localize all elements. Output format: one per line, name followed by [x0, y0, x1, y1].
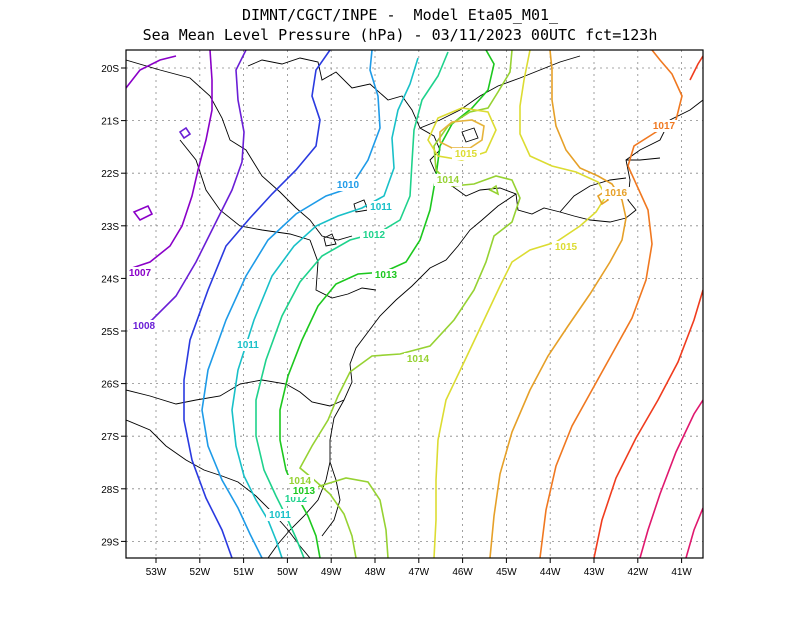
- contour-label-1015: 1015: [555, 242, 578, 253]
- lat-lon-grid: [126, 50, 703, 558]
- lat-tick-label: 21S: [101, 117, 119, 128]
- contour-label-1011: 1011: [237, 340, 259, 351]
- contour-label-bg: [290, 485, 318, 497]
- contour-label-bg: [130, 320, 158, 332]
- contour-label-bg: [334, 179, 362, 191]
- state-border: [626, 157, 661, 161]
- isobar-1019: [639, 399, 703, 558]
- isobar-1014-south: [295, 477, 389, 558]
- contour-label-bg: [404, 353, 432, 365]
- lon-tick-label: 42W: [628, 567, 649, 578]
- contour-label-1007: 1007: [129, 268, 152, 279]
- isobar-1008: [129, 50, 247, 331]
- contour-label-bg: [602, 187, 630, 199]
- state-border: [559, 177, 627, 213]
- isobar-1020: [685, 507, 703, 558]
- lat-tick-label: 25S: [101, 327, 119, 338]
- contour-label-1012: 1012: [363, 230, 386, 241]
- isobar-1015-ring: [439, 119, 485, 149]
- contour-label-1014: 1014: [289, 476, 312, 487]
- contour-label-1010: 1010: [337, 180, 360, 191]
- contour-label-1014: 1014: [407, 354, 430, 365]
- coastline-south: [267, 193, 517, 558]
- contour-label-1013: 1013: [293, 486, 316, 497]
- state-border: [126, 379, 345, 407]
- lon-tick-label: 45W: [496, 567, 517, 578]
- lon-tick-label: 46W: [452, 567, 473, 578]
- contour-label-1013: 1013: [375, 270, 398, 281]
- contour-label-bg: [286, 475, 314, 487]
- contour-label-1011: 1011: [269, 510, 291, 521]
- state-border: [309, 239, 377, 299]
- lon-tick-label: 53W: [146, 567, 167, 578]
- lon-tick-label: 49W: [321, 567, 342, 578]
- contour-label-bg: [434, 174, 462, 186]
- lon-tick-label: 47W: [409, 567, 430, 578]
- state-border: [179, 139, 311, 241]
- map-title: DIMNT/CGCT/INPE - Model Eta05_M01_: [241, 6, 559, 24]
- isobar-1017: [539, 50, 683, 558]
- lon-tick-label: 50W: [277, 567, 298, 578]
- contour-label-bg: [452, 148, 480, 160]
- lat-tick-label: 22S: [101, 169, 119, 180]
- isobar-small-ring: [488, 184, 500, 196]
- isobar-1015: [433, 50, 607, 558]
- contour-label-bg: [234, 339, 262, 351]
- contour-label-bg: [126, 267, 154, 279]
- isobar-1007: [126, 50, 213, 271]
- isobar-lines: [126, 50, 703, 558]
- lon-tick-label: 48W: [365, 567, 386, 578]
- state-border: [126, 59, 353, 241]
- coastline-and-borders: [126, 55, 703, 558]
- isobar-small-ring: [132, 204, 154, 222]
- contour-label-bg: [360, 229, 388, 241]
- latitude-ticks: 20S 21S 22S 23S 24S 25S 26S 27S 28S 29S: [101, 64, 126, 548]
- lon-tick-label: 44W: [540, 567, 561, 578]
- country-border: [126, 419, 311, 558]
- isobar-1018: [593, 289, 703, 558]
- contour-label-1015: 1015: [455, 149, 478, 160]
- island: [323, 233, 337, 247]
- contour-label-bg: [266, 509, 294, 521]
- lat-tick-label: 29S: [101, 537, 119, 548]
- isobar-1015-ring-outer: [427, 107, 497, 161]
- lat-tick-label: 23S: [101, 222, 119, 233]
- contour-label-1008: 1008: [133, 321, 156, 332]
- coastline: [247, 57, 703, 223]
- contour-label-1017: 1017: [653, 121, 676, 132]
- lon-tick-label: 51W: [233, 567, 254, 578]
- lat-tick-label: 26S: [101, 380, 119, 391]
- isobar-1009: [183, 50, 331, 558]
- isobar-1016: [489, 50, 627, 558]
- isobar-1012: [255, 51, 449, 558]
- longitude-ticks: 53W 52W 51W 50W 49W 48W 47W 46W 45W 44W 43W 42W 41W: [146, 558, 692, 578]
- contour-label-bg: [372, 269, 400, 281]
- isobar-1007: [126, 55, 177, 89]
- island: [461, 127, 479, 143]
- contour-labels: 1007100810101011101110111012101210131013…: [126, 120, 678, 521]
- state-border: [419, 55, 581, 129]
- lat-tick-label: 24S: [101, 274, 119, 285]
- contour-label-1014: 1014: [437, 175, 460, 186]
- lon-tick-label: 43W: [584, 567, 605, 578]
- contour-label-bg: [650, 120, 678, 132]
- contour-label-bg: [552, 241, 580, 253]
- isobar-1018-ne: [689, 55, 703, 81]
- lon-tick-label: 52W: [190, 567, 211, 578]
- contour-label-1012: 1012: [285, 494, 308, 505]
- isobar-small-ring: [178, 126, 192, 140]
- contour-label-1016: 1016: [605, 188, 628, 199]
- lat-tick-label: 27S: [101, 432, 119, 443]
- lat-tick-label: 28S: [101, 485, 119, 496]
- map-subtitle: Sea Mean Level Pressure (hPa) - 03/11/20…: [142, 26, 658, 44]
- lagoon-outline: [321, 461, 341, 537]
- contour-label-bg: [367, 201, 395, 213]
- contour-label-1011: 1011: [370, 202, 392, 213]
- isobar-1011: [231, 57, 419, 558]
- map-frame: [125, 49, 704, 559]
- lon-tick-label: 41W: [671, 567, 692, 578]
- lat-tick-label: 20S: [101, 64, 119, 75]
- isobar-1010: [201, 50, 381, 558]
